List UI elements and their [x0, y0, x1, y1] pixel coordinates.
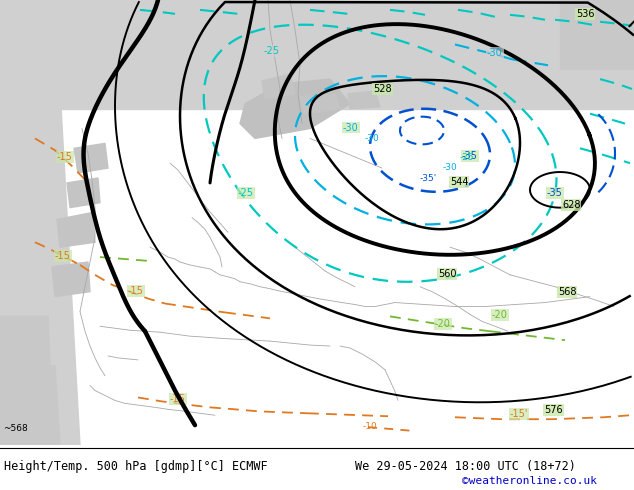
- Polygon shape: [300, 94, 340, 114]
- Polygon shape: [240, 79, 350, 138]
- Polygon shape: [560, 0, 634, 69]
- Text: 560: 560: [438, 269, 456, 279]
- Text: -15: -15: [128, 286, 144, 295]
- Polygon shape: [67, 178, 100, 208]
- Text: We 29-05-2024 18:00 UTC (18+72): We 29-05-2024 18:00 UTC (18+72): [355, 460, 576, 473]
- Text: -25: -25: [264, 47, 280, 56]
- Text: -25: -25: [238, 188, 254, 198]
- Text: -10: -10: [363, 422, 378, 431]
- Text: -20: -20: [435, 319, 451, 329]
- Text: -15: -15: [55, 251, 71, 261]
- Text: -35: -35: [547, 188, 563, 198]
- Polygon shape: [74, 144, 108, 173]
- Polygon shape: [348, 91, 380, 109]
- Text: -30: -30: [443, 163, 458, 172]
- Text: 568: 568: [558, 287, 576, 296]
- Text: 544: 544: [450, 177, 469, 187]
- Text: -35': -35': [420, 174, 437, 183]
- Text: 628: 628: [562, 199, 581, 210]
- Text: 528: 528: [373, 84, 392, 94]
- Text: -30: -30: [487, 49, 503, 58]
- Polygon shape: [52, 262, 90, 296]
- Polygon shape: [262, 74, 295, 99]
- Polygon shape: [0, 0, 634, 109]
- Text: 536: 536: [576, 9, 595, 19]
- Polygon shape: [0, 366, 60, 445]
- Polygon shape: [0, 0, 80, 445]
- Text: -35: -35: [462, 151, 478, 161]
- Polygon shape: [0, 317, 50, 366]
- Text: ©weatheronline.co.uk: ©weatheronline.co.uk: [462, 476, 597, 486]
- Text: -15: -15: [57, 152, 73, 162]
- Text: 576: 576: [544, 405, 562, 416]
- Text: Height/Temp. 500 hPa [gdmp][°C] ECMWF: Height/Temp. 500 hPa [gdmp][°C] ECMWF: [4, 460, 268, 473]
- Text: -25: -25: [460, 153, 475, 162]
- Text: -30: -30: [365, 134, 380, 144]
- Text: -15: -15: [170, 394, 186, 404]
- Text: -30: -30: [343, 122, 359, 132]
- Text: -15': -15': [510, 409, 528, 419]
- Text: -20: -20: [492, 310, 508, 320]
- Text: ~568: ~568: [3, 424, 28, 433]
- Polygon shape: [57, 213, 95, 247]
